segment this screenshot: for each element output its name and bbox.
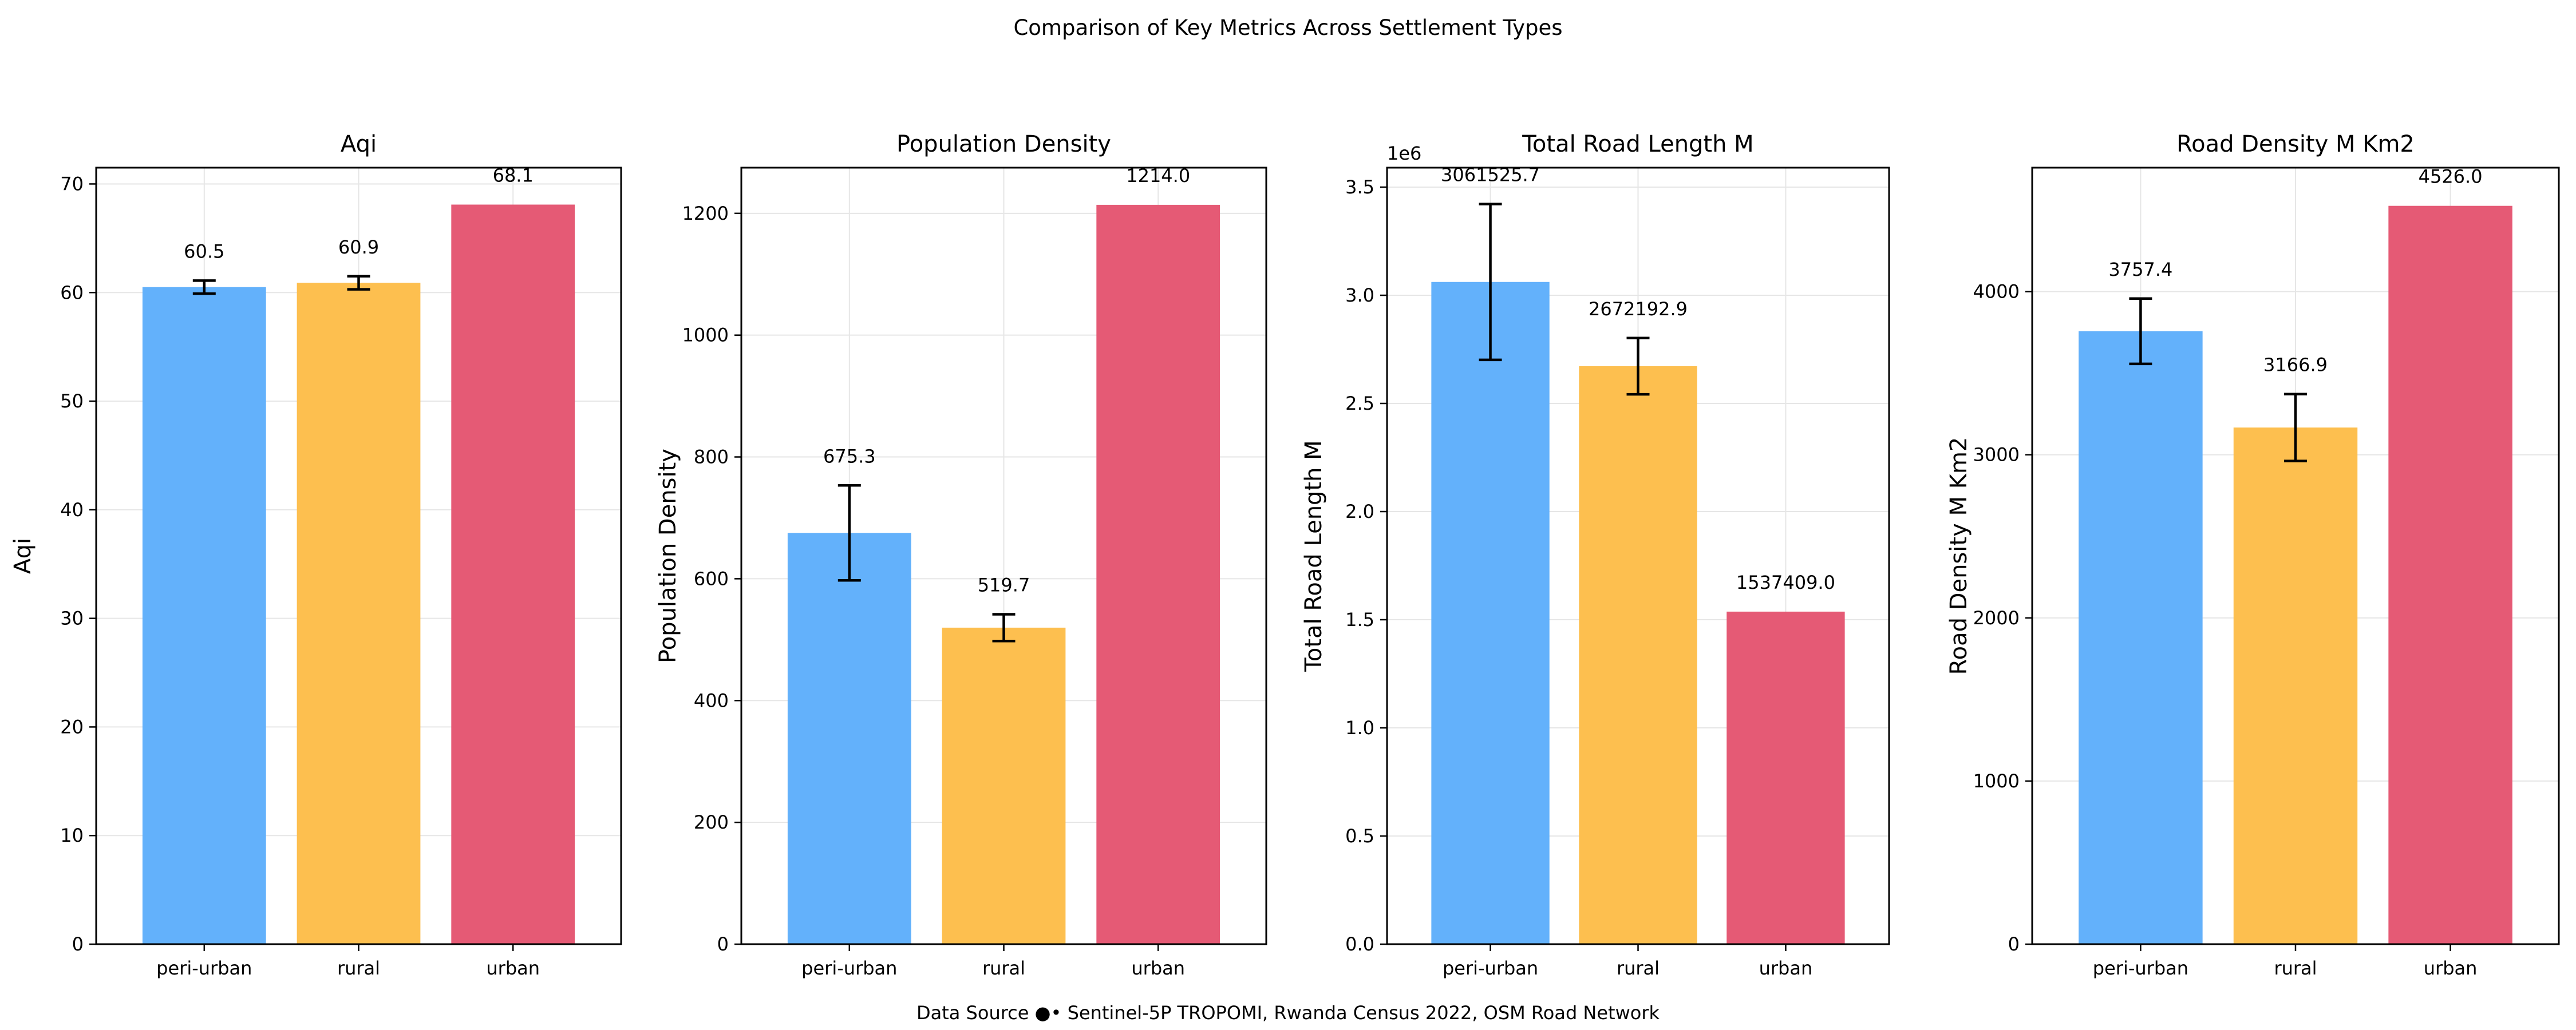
y-tick-label: 1.5 [1345,609,1374,631]
bar-rural [1579,366,1697,944]
y-axis-label: Aqi [10,538,36,574]
y-tick-label: 600 [694,568,729,589]
panel-title: Aqi [341,131,377,157]
y-tick-label: 0.5 [1345,825,1374,847]
figure-title: Comparison of Key Metrics Across Settlem… [1013,15,1562,40]
x-tick-label: rural [2274,957,2317,979]
data-label: 675.3 [823,445,876,467]
bar-urban [1726,611,1845,944]
data-source-note: Data Source ●• Sentinel-5P TROPOMI, Rwan… [916,1002,1660,1024]
x-tick-label: urban [2424,957,2478,979]
error-bar [1479,203,1502,362]
x-tick-label: peri-urban [2093,957,2188,979]
panel-title: Population Density [896,131,1111,157]
data-label: 3757.4 [2108,259,2172,280]
bar-rural [942,627,1066,944]
y-axis-label: Road Density M Km2 [1946,437,1972,675]
x-tick-label: rural [982,957,1025,979]
bar-peri-urban [1431,282,1550,944]
x-tick-label: urban [486,957,540,979]
data-label: 60.5 [184,240,224,262]
error-bar [2129,297,2152,366]
bar-peri-urban [2079,331,2203,945]
x-tick-label: peri-urban [1443,957,1538,979]
data-label: 60.9 [338,236,379,258]
bar-urban [2388,205,2512,944]
panel-title: Total Road Length M [1522,131,1753,157]
y-axis-label: Total Road Length M [1301,440,1327,672]
y-tick-label: 400 [694,690,729,711]
error-bar [992,613,1016,643]
y-tick-label: 2.0 [1345,501,1374,522]
x-tick-label: peri-urban [801,957,897,979]
data-label: 4526.0 [2419,166,2483,188]
x-tick-label: urban [1131,957,1185,979]
y-tick-label: 10 [60,825,84,846]
x-tick-label: rural [337,957,380,979]
y-tick-label: 50 [60,390,84,412]
y-tick-label: 1000 [682,324,729,346]
bar-rural [297,283,421,944]
y-axis-label: Population Density [655,449,681,663]
axis-offset-label: 1e6 [1387,142,1421,164]
y-tick-label: 70 [60,173,84,195]
y-tick-label: 2000 [1973,607,2020,629]
y-tick-label: 40 [60,499,84,521]
data-label: 3166.9 [2263,354,2328,376]
bar-urban [451,204,575,944]
error-bar [347,275,370,291]
chart-panel-3: 3061525.72672192.91537409.00.00.51.01.52… [1301,131,1890,979]
y-tick-label: 3.5 [1345,176,1374,198]
x-tick-label: peri-urban [156,957,252,979]
y-tick-label: 0 [72,933,84,955]
y-tick-label: 1.0 [1345,717,1374,739]
error-bar [1626,336,1650,396]
error-bar [192,279,216,295]
y-tick-label: 30 [60,608,84,629]
bar-rural [2233,427,2358,944]
x-tick-label: urban [1759,957,1813,979]
y-tick-label: 3000 [1973,444,2020,466]
chart-panel-2: 675.3519.71214.0020040060080010001200per… [655,131,1267,979]
chart-panel-4: 3757.4 3166.9 4526.0 0 1000 2000 3000 4000 peri-… [1946,131,2560,979]
y-tick-label: 60 [60,282,84,303]
y-tick-label: 0 [2008,933,2020,955]
y-tick-label: 200 [694,811,729,833]
y-tick-label: 2.5 [1345,393,1374,414]
x-tick-label: rural [1617,957,1660,979]
error-bar [2284,393,2307,462]
data-label: 2672192.9 [1589,298,1688,320]
error-bar [837,484,861,582]
data-label: 519.7 [978,574,1030,596]
y-tick-label: 4000 [1973,281,2020,303]
y-tick-label: 3.0 [1345,284,1374,306]
panel-title: Road Density M Km2 [2176,131,2415,157]
y-tick-label: 1200 [682,203,729,224]
bar-urban [1096,204,1220,945]
bar-peri-urban [787,533,911,944]
y-tick-label: 0 [717,933,729,955]
y-tick-label: 1000 [1973,770,2020,792]
data-label: 1537409.0 [1736,572,1835,593]
y-tick-label: 20 [60,716,84,738]
y-tick-label: 800 [694,446,729,468]
y-tick-label: 0.0 [1345,933,1374,955]
bar-peri-urban [142,287,266,944]
